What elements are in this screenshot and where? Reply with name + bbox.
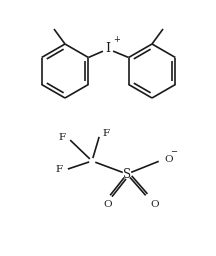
Text: F: F [56, 165, 63, 175]
Text: O: O [164, 155, 173, 165]
Text: F: F [102, 129, 109, 137]
Text: O: O [150, 200, 159, 209]
Text: F: F [59, 133, 66, 142]
Text: +: + [113, 35, 120, 44]
Text: I: I [105, 42, 111, 56]
Text: S: S [123, 167, 131, 180]
Text: O: O [104, 200, 112, 209]
Text: −: − [170, 147, 178, 156]
